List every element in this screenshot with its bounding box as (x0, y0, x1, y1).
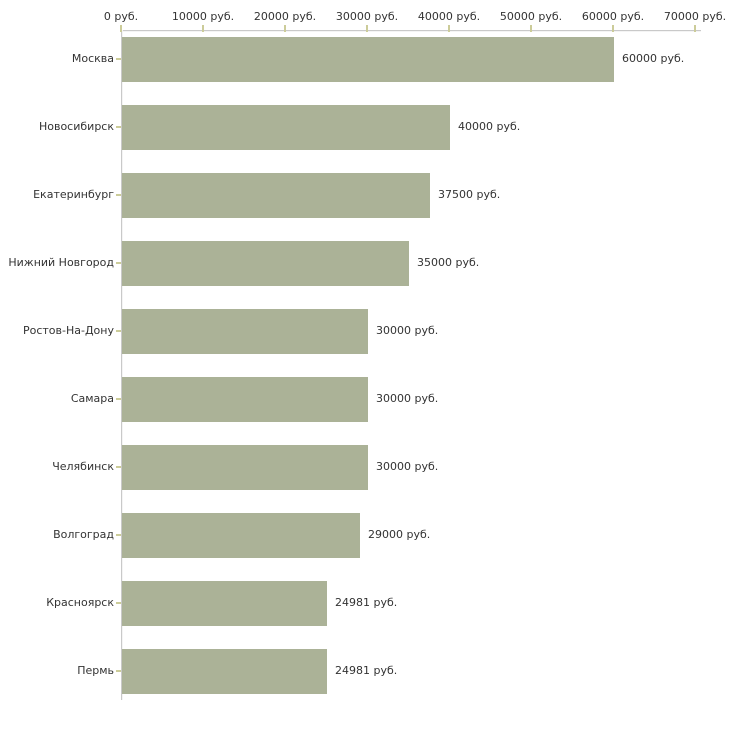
x-axis-tick-label: 10000 руб. (171, 10, 235, 23)
x-tick-mark (366, 25, 368, 32)
x-axis-tick-label: 60000 руб. (581, 10, 645, 23)
category-label: Пермь (77, 664, 114, 677)
value-label: 24981 руб. (335, 596, 398, 609)
value-label: 24981 руб. (335, 664, 398, 677)
bar (122, 37, 614, 82)
bar (122, 445, 368, 490)
value-label: 60000 руб. (622, 52, 685, 65)
bar (122, 649, 327, 694)
value-label: 29000 руб. (368, 528, 431, 541)
y-tick-mark (116, 262, 121, 264)
bar (122, 105, 450, 150)
category-label: Екатеринбург (33, 188, 114, 201)
y-tick-mark (116, 398, 121, 400)
x-axis-tick-label: 70000 руб. (663, 10, 727, 23)
x-tick-mark (284, 25, 286, 32)
category-label: Ростов-На-Дону (22, 324, 114, 337)
x-tick-mark (202, 25, 204, 32)
y-tick-mark (116, 126, 121, 128)
x-axis-tick-label: 20000 руб. (253, 10, 317, 23)
x-tick-mark (530, 25, 532, 32)
value-label: 30000 руб. (376, 324, 439, 337)
y-tick-mark (116, 58, 121, 60)
value-label: 35000 руб. (417, 256, 480, 269)
bar (122, 377, 368, 422)
y-tick-mark (116, 534, 121, 536)
category-label: Москва (71, 52, 114, 65)
x-axis-tick-label: 0 руб. (103, 10, 139, 23)
x-tick-mark (612, 25, 614, 32)
category-label: Новосибирск (38, 120, 114, 133)
category-label: Челябинск (52, 460, 114, 473)
y-tick-mark (116, 194, 121, 196)
value-label: 30000 руб. (376, 460, 439, 473)
bar (122, 241, 409, 286)
bar (122, 513, 360, 558)
bar (122, 173, 430, 218)
y-tick-mark (116, 330, 121, 332)
bar (122, 309, 368, 354)
x-axis-tick-label: 30000 руб. (335, 10, 399, 23)
x-axis-tick-label: 50000 руб. (499, 10, 563, 23)
category-label: Волгоград (53, 528, 114, 541)
x-tick-mark (448, 25, 450, 32)
value-label: 40000 руб. (458, 120, 521, 133)
category-label: Самара (70, 392, 114, 405)
y-tick-mark (116, 466, 121, 468)
category-label: Красноярск (46, 596, 114, 609)
y-axis-line (121, 30, 123, 700)
y-tick-mark (116, 670, 121, 672)
x-axis-line (121, 30, 701, 32)
value-label: 37500 руб. (438, 188, 501, 201)
value-label: 30000 руб. (376, 392, 439, 405)
category-label: Нижний Новгород (8, 256, 114, 269)
x-tick-mark (694, 25, 696, 32)
x-axis-tick-label: 40000 руб. (417, 10, 481, 23)
bar (122, 581, 327, 626)
y-tick-mark (116, 602, 121, 604)
x-tick-mark (120, 25, 122, 32)
